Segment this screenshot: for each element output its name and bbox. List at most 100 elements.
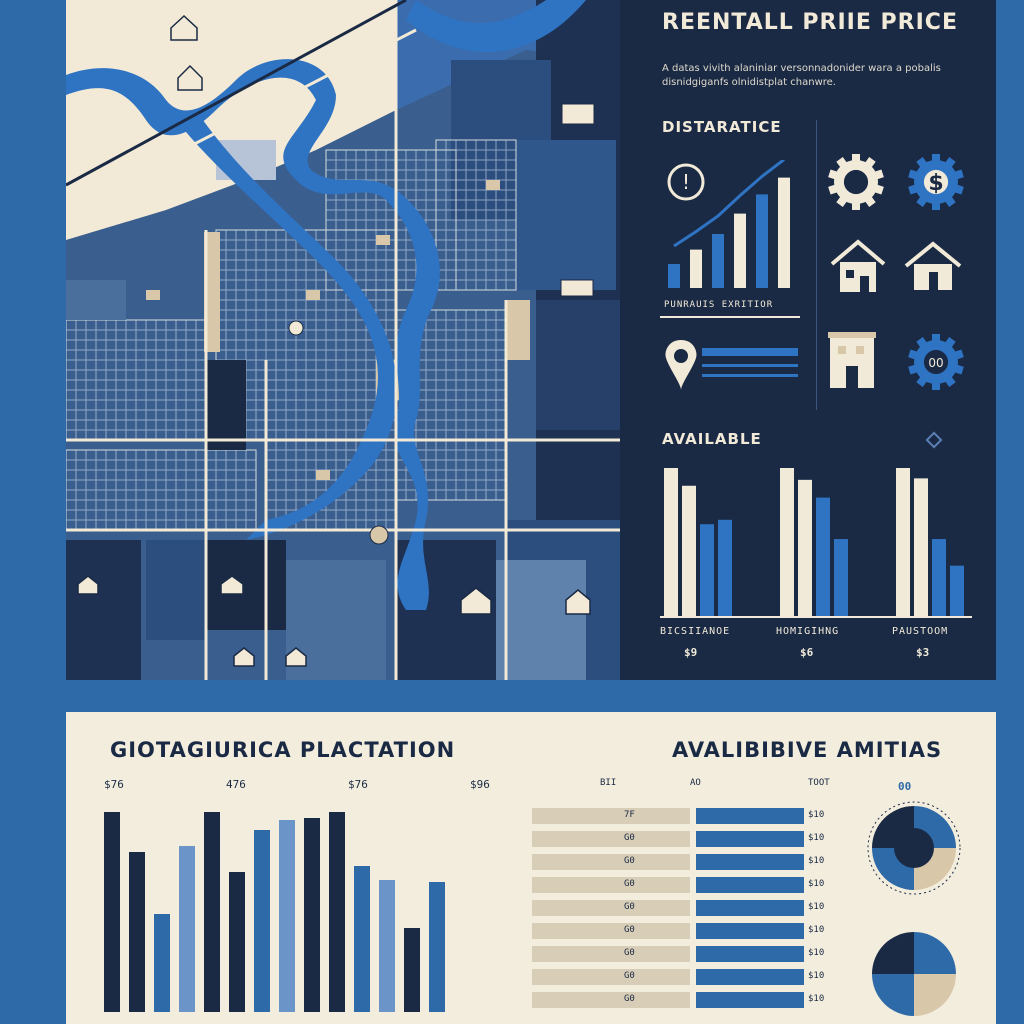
available-group-price: $3 bbox=[916, 646, 930, 659]
table-cell-value: $10 bbox=[808, 810, 825, 820]
dollar-gear-icon: $ bbox=[904, 150, 968, 214]
pie-slice bbox=[872, 932, 914, 974]
tick-label: $76 bbox=[348, 778, 368, 791]
pie-ring bbox=[867, 801, 961, 895]
population-bar bbox=[229, 872, 245, 1012]
map-graphic bbox=[66, 0, 620, 680]
table-cell-value: $10 bbox=[808, 925, 825, 935]
available-group-label: PAUSTOOM bbox=[892, 626, 949, 637]
population-bar bbox=[404, 928, 420, 1012]
table-row-blue bbox=[696, 808, 804, 824]
table-cell-value: $10 bbox=[808, 856, 825, 866]
panel-title: REENTALL PRIIE PRICE bbox=[662, 10, 958, 35]
trend-bar bbox=[690, 249, 702, 288]
table-row-tan bbox=[532, 877, 690, 893]
gear-tooth bbox=[932, 154, 940, 164]
table-cell-code: G0 bbox=[624, 948, 635, 958]
trend-chart bbox=[668, 160, 790, 288]
available-baseline bbox=[660, 616, 972, 618]
table-row-tan bbox=[532, 900, 690, 916]
location-pin-icon bbox=[664, 338, 804, 394]
table-cell-value: $10 bbox=[808, 879, 825, 889]
gear-tooth bbox=[932, 334, 940, 344]
available-bar bbox=[896, 468, 910, 616]
gear-tooth bbox=[932, 200, 940, 210]
table-row-blue bbox=[696, 923, 804, 939]
table-row-blue bbox=[696, 969, 804, 985]
available-bar bbox=[664, 468, 678, 616]
bottom-panel: GIOTAGIURICA PLACTATION AVALIBIBIVE AMIT… bbox=[66, 712, 996, 1024]
population-bar bbox=[179, 846, 195, 1012]
population-bar bbox=[129, 852, 145, 1012]
amenities-table: BII AO TOOT 7F $10 G0 $10 G0 $10 G0 $10 G0 $10 G0 $… bbox=[532, 778, 842, 1018]
population-bar bbox=[154, 914, 170, 1012]
gear-tooth bbox=[852, 200, 860, 210]
table-cell-value: $10 bbox=[808, 994, 825, 1004]
trend-bar bbox=[734, 213, 746, 288]
gear-tooth bbox=[852, 154, 860, 164]
column-header-2: AO bbox=[690, 778, 701, 788]
table-cell-code: G0 bbox=[624, 833, 635, 843]
table-row-tan bbox=[532, 854, 690, 870]
table-cell-code: 7F bbox=[624, 810, 635, 820]
gear-badge-icon: 00 bbox=[904, 330, 968, 394]
svg-text:$: $ bbox=[928, 171, 943, 196]
table-row-blue bbox=[696, 992, 804, 1008]
table-row-tan bbox=[532, 831, 690, 847]
table-cell-value: $10 bbox=[808, 902, 825, 912]
available-bar bbox=[798, 479, 812, 616]
table-cell-code: G0 bbox=[624, 856, 635, 866]
pie-slice bbox=[914, 932, 956, 974]
available-bar bbox=[950, 565, 964, 616]
table-row-tan bbox=[532, 969, 690, 985]
table-cell-code: G0 bbox=[624, 879, 635, 889]
population-bar bbox=[254, 830, 270, 1012]
alert-icon: ! bbox=[666, 162, 706, 202]
table-cell-value: $10 bbox=[808, 948, 825, 958]
table-cell-code: G0 bbox=[624, 925, 635, 935]
available-bar bbox=[780, 468, 794, 616]
table-row-blue bbox=[696, 831, 804, 847]
svg-text:!: ! bbox=[682, 170, 690, 194]
available-bar bbox=[914, 478, 928, 616]
available-group-label: BICSIIANOE bbox=[660, 626, 731, 637]
population-bar bbox=[329, 812, 345, 1012]
table-cell-value: $10 bbox=[808, 971, 825, 981]
gear-tooth bbox=[932, 380, 940, 390]
panel-description: A datas vivith alaniniar versonnadonider… bbox=[662, 63, 941, 88]
population-bar bbox=[204, 812, 220, 1012]
available-group-price: $6 bbox=[800, 646, 814, 659]
right-title: AVALIBIBIVE AMITIAS bbox=[672, 738, 943, 762]
pie-hub bbox=[894, 828, 934, 868]
column-header-1: BII bbox=[600, 778, 617, 788]
available-bar-chart bbox=[660, 468, 972, 618]
trend-bar bbox=[778, 177, 790, 288]
rental-price-panel: REENTALL PRIIE PRICE A datas vivith alan… bbox=[620, 0, 996, 680]
pie-badge: 00 bbox=[898, 780, 912, 793]
table-row-tan bbox=[532, 923, 690, 939]
building-icon bbox=[826, 330, 878, 390]
table-row-blue bbox=[696, 877, 804, 893]
population-bar-chart: $76 476 $76 $96 bbox=[104, 778, 490, 1012]
available-bar bbox=[682, 485, 696, 616]
trend-bar bbox=[668, 264, 680, 288]
table-cell-code: G0 bbox=[624, 902, 635, 912]
pie-chart-top bbox=[867, 801, 961, 895]
house-outline-icon bbox=[902, 240, 964, 292]
city-map bbox=[66, 0, 620, 680]
available-heading: AVAILABLE bbox=[662, 430, 762, 448]
diamond-icon bbox=[925, 431, 943, 449]
available-bar bbox=[932, 539, 946, 616]
house-icon bbox=[828, 238, 888, 294]
distraction-heading: DISTARATICE bbox=[662, 118, 782, 136]
left-title: GIOTAGIURICA PLACTATION bbox=[110, 738, 456, 762]
table-row-tan bbox=[532, 808, 690, 824]
available-bar bbox=[816, 497, 830, 616]
table-row-blue bbox=[696, 900, 804, 916]
pie-slice bbox=[914, 974, 956, 1016]
available-group-price: $9 bbox=[684, 646, 698, 659]
population-bar bbox=[379, 880, 395, 1012]
caption-divider bbox=[660, 316, 800, 318]
trend-bar bbox=[756, 194, 768, 288]
table-row-tan bbox=[532, 992, 690, 1008]
